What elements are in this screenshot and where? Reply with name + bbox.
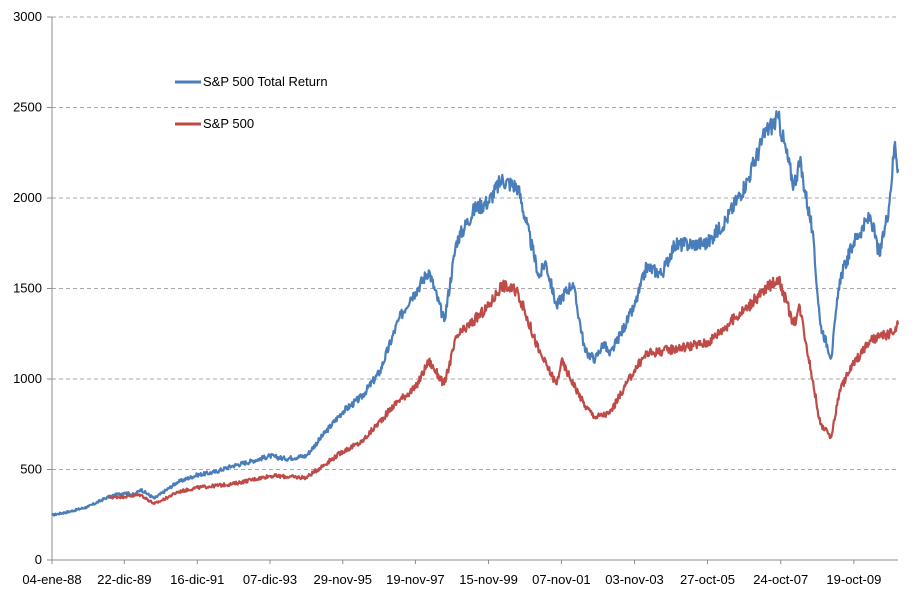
- y-tick-labels: 0 500 1000 1500 2000 2500 3000: [13, 9, 42, 567]
- x-tick-label: 15-nov-99: [459, 572, 518, 587]
- y-tick-label: 1000: [13, 371, 42, 386]
- x-tick-label: 19-oct-09: [826, 572, 881, 587]
- y-tick-label: 500: [20, 462, 42, 477]
- x-tick-label: 16-dic-91: [170, 572, 224, 587]
- x-tick-labels: 04-ene-88 22-dic-89 16-dic-91 07-dic-93 29-n…: [22, 572, 881, 587]
- x-tick-label: 29-nov-95: [313, 572, 372, 587]
- grid-lines: [52, 16, 898, 470]
- series-line: [51, 110, 900, 517]
- x-tick-label: 27-oct-05: [680, 572, 735, 587]
- legend: S&P 500 Total Return S&P 500: [175, 74, 328, 131]
- x-tick-label: 07-dic-93: [243, 572, 297, 587]
- legend-label: S&P 500 Total Return: [203, 74, 328, 89]
- x-tick-label: 19-nov-97: [386, 572, 445, 587]
- x-tick-label: 22-dic-89: [97, 572, 151, 587]
- x-tick-label: 04-ene-88: [22, 572, 81, 587]
- x-tick-label: 03-nov-03: [605, 572, 664, 587]
- y-tick-label: 1500: [13, 281, 42, 296]
- y-tick-label: 2500: [13, 100, 42, 115]
- series-line: [108, 275, 900, 505]
- y-tick-label: 2000: [13, 190, 42, 205]
- y-tick-label: 0: [35, 552, 42, 567]
- x-tick-label: 24-oct-07: [753, 572, 808, 587]
- axes: [47, 16, 898, 564]
- x-tick-label: 07-nov-01: [532, 572, 591, 587]
- legend-label: S&P 500: [203, 116, 254, 131]
- series-lines: [51, 110, 900, 517]
- y-tick-label: 3000: [13, 9, 42, 24]
